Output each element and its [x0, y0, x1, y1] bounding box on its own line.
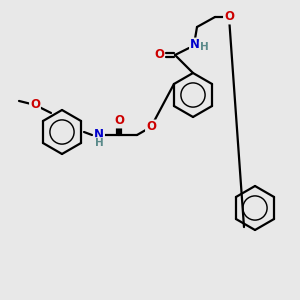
Text: O: O [146, 121, 156, 134]
Text: O: O [30, 98, 40, 111]
Text: N: N [190, 38, 200, 52]
Text: O: O [154, 49, 164, 62]
Text: N: N [94, 128, 104, 142]
Text: O: O [224, 11, 234, 23]
Text: H: H [200, 42, 208, 52]
Text: H: H [94, 138, 103, 148]
Text: O: O [114, 115, 124, 128]
